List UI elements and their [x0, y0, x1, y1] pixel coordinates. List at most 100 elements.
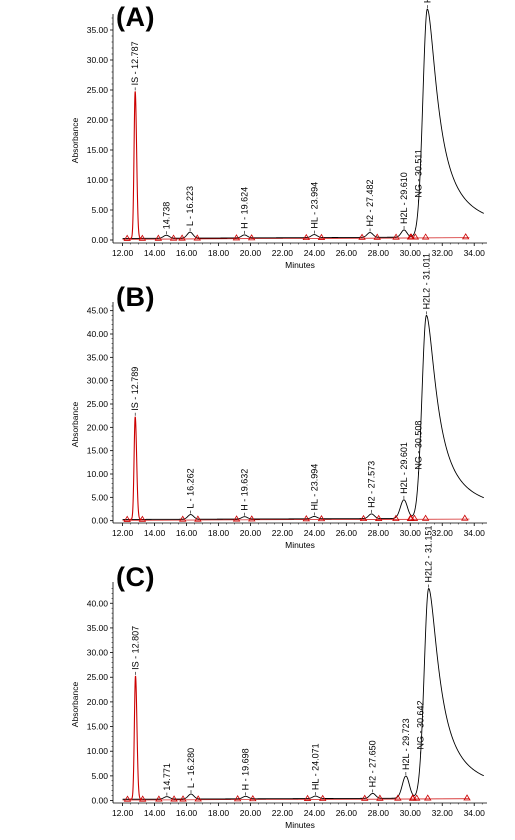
integration-baseline — [122, 237, 470, 240]
chromatogram-trace — [122, 8, 485, 239]
x-axis-title: Minutes — [285, 540, 315, 550]
peak-label: H2L - 29.723 — [401, 718, 411, 770]
chromatogram-chart: 0.00 5.00 10.00 15.00 20.00 25.00 30.00 35.00 40… — [70, 525, 487, 830]
y-tick-label: 45.00 — [87, 306, 109, 316]
x-tick-label: 20.00 — [240, 248, 262, 258]
y-tick-label: 30.00 — [87, 55, 109, 65]
chromatogram-panel-b: (B) 0.00 5.00 10.00 15.00 20.00 25.00 30.00 35.… — [0, 253, 515, 560]
x-axis-title: Minutes — [285, 820, 315, 830]
y-axis-title: Absorbance — [70, 402, 80, 448]
peak-marker — [392, 514, 400, 521]
y-tick-label: 35.00 — [87, 623, 109, 633]
y-tick-label: 35.00 — [87, 25, 109, 35]
x-tick-label: 22.00 — [272, 528, 294, 538]
peak-label: H2L2 - 31.151 — [424, 525, 434, 582]
internal-standard-peak — [129, 91, 143, 239]
peak-marker — [232, 515, 241, 522]
x-tick-label: 16.00 — [176, 528, 198, 538]
peak-marker — [179, 795, 187, 802]
peak-marker — [247, 234, 256, 241]
y-tick-label: 0.00 — [91, 796, 108, 806]
internal-standard-peak — [129, 416, 143, 520]
peak-label: 14.771 — [162, 763, 172, 791]
y-tick-label: 25.00 — [87, 85, 109, 95]
peak-marker — [406, 514, 415, 521]
peak-marker — [461, 514, 469, 521]
peak-marker — [138, 515, 147, 522]
chromatogram-panel-c: (C) 0.00 5.00 10.00 15.00 20.00 25.00 30.00 35.… — [0, 525, 515, 840]
peak-marker — [359, 514, 368, 522]
peak-label: L - 16.223 — [185, 186, 195, 226]
peak-marker — [317, 233, 326, 240]
peak-marker — [178, 234, 186, 241]
peak-marker — [463, 794, 471, 801]
x-tick-label: 30.00 — [400, 528, 422, 538]
peak-label: H - 19.624 — [239, 187, 249, 229]
x-tick-label: 34.00 — [464, 248, 486, 258]
y-tick-label: 30.00 — [87, 648, 109, 658]
x-tick-label: 32.00 — [432, 528, 454, 538]
peak-marker — [411, 233, 420, 240]
peak-marker — [194, 795, 202, 802]
peak-marker — [179, 515, 187, 522]
x-tick-label: 26.00 — [336, 528, 358, 538]
peak-label: H2 - 27.573 — [366, 461, 376, 508]
peak-marker — [373, 233, 381, 240]
peak-marker — [302, 515, 311, 522]
peak-marker — [169, 234, 178, 241]
peak-marker — [155, 795, 163, 802]
peak-label: L - 16.280 — [186, 748, 196, 788]
x-tick-label: 22.00 — [272, 808, 294, 818]
x-tick-label: 30.00 — [400, 808, 422, 818]
peak-marker — [233, 795, 242, 802]
peak-label: NG - 30.511 — [413, 149, 423, 197]
y-axis-title: Absorbance — [70, 682, 80, 728]
peak-label: HL - 23.994 — [309, 182, 319, 229]
panel-label: (A) — [116, 2, 155, 32]
y-tick-label: 20.00 — [87, 697, 109, 707]
y-tick-label: 35.00 — [87, 352, 109, 362]
y-tick-label: 15.00 — [87, 145, 109, 155]
y-tick-label: 5.00 — [91, 205, 108, 215]
peak-marker — [232, 234, 241, 241]
x-tick-label: 24.00 — [304, 528, 326, 538]
panel-label: (C) — [116, 562, 155, 592]
peak-marker — [361, 794, 369, 801]
peak-marker — [421, 514, 430, 521]
peak-label: NG - 30.642 — [416, 701, 426, 750]
x-tick-label: 28.00 — [368, 808, 390, 818]
chromatogram-trace — [122, 314, 484, 520]
x-tick-label: 12.00 — [112, 528, 134, 538]
peak-label: IS - 12.807 — [130, 626, 140, 670]
x-tick-label: 34.00 — [464, 528, 486, 538]
y-axis-title: Absorbance — [70, 118, 80, 164]
chromatogram-trace — [122, 588, 484, 800]
peak-marker — [461, 233, 470, 240]
y-tick-label: 0.00 — [91, 235, 108, 245]
chromatogram-chart: 0.00 5.00 10.00 15.00 20.00 25.00 30.00 35.00 12… — [70, 0, 487, 270]
peak-marker — [410, 514, 419, 521]
peak-marker — [138, 234, 147, 241]
peak-marker — [408, 794, 417, 801]
y-tick-label: 5.00 — [91, 492, 108, 502]
y-tick-label: 15.00 — [87, 446, 109, 456]
peak-marker — [194, 515, 202, 522]
peak-marker — [374, 514, 383, 521]
peak-marker — [123, 234, 131, 241]
y-tick-label: 40.00 — [87, 598, 109, 608]
peak-marker — [302, 233, 311, 241]
peak-label: H2 - 27.482 — [365, 180, 375, 227]
peak-marker — [138, 795, 147, 802]
peak-label: H2 - 27.650 — [368, 740, 378, 787]
x-tick-label: 32.00 — [432, 808, 454, 818]
x-tick-label: 12.00 — [112, 808, 134, 818]
y-tick-label: 5.00 — [91, 771, 108, 781]
peak-marker — [249, 795, 257, 802]
peak-marker — [154, 234, 163, 241]
y-tick-label: 15.00 — [87, 722, 109, 732]
peak-marker — [412, 794, 421, 801]
y-tick-label: 40.00 — [87, 329, 109, 339]
y-tick-label: 0.00 — [91, 516, 108, 526]
x-tick-label: 30.00 — [400, 248, 422, 258]
y-tick-label: 10.00 — [87, 469, 109, 479]
